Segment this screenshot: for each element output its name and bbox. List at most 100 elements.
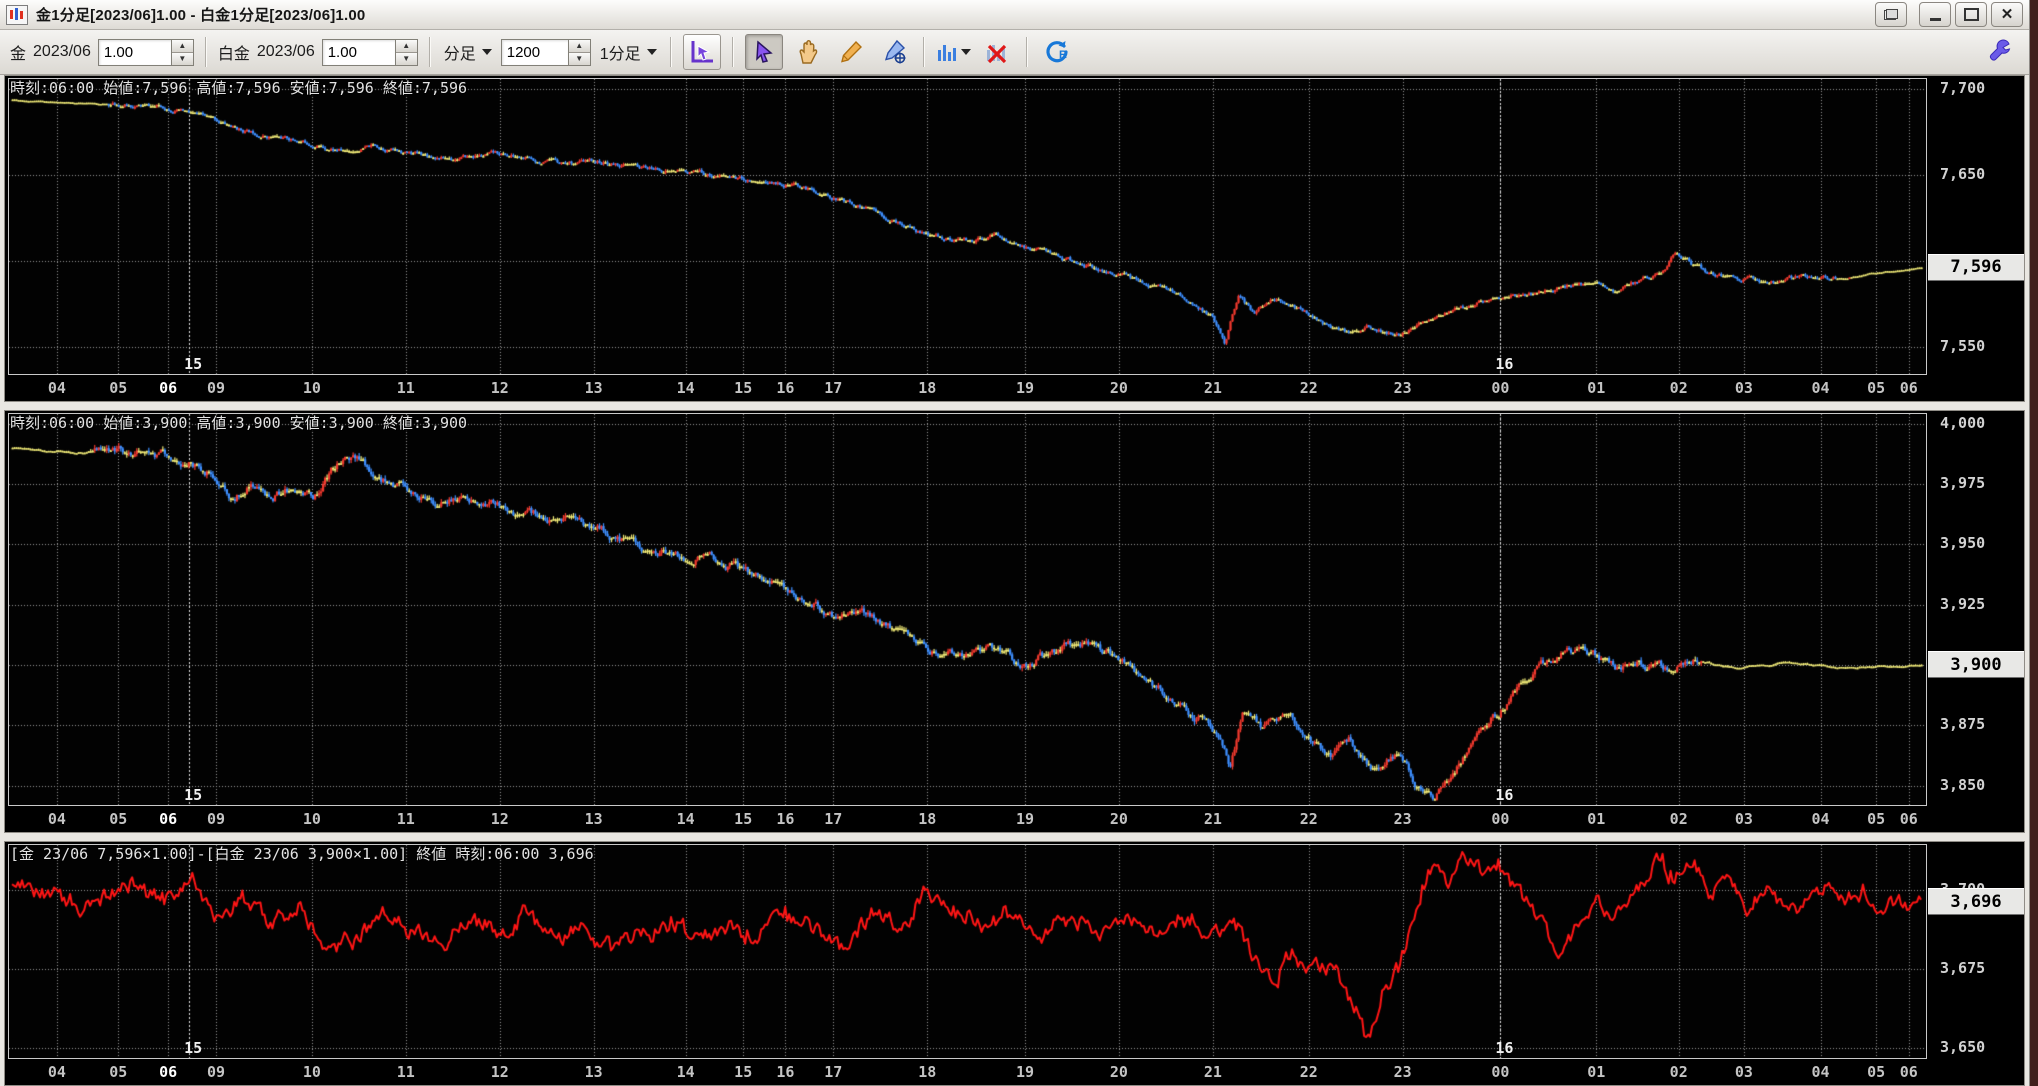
time-tick-label: 00	[1491, 810, 1510, 828]
spin-down-icon[interactable]: ▼	[568, 52, 590, 65]
axis-cursor-tool-button[interactable]	[682, 34, 721, 70]
title-bar[interactable]: 金1分足[2023/06]1.00 - 白金1分足[2023/06]1.00 ✕	[0, 0, 2029, 30]
time-tick-label: 04	[1811, 1063, 1830, 1081]
time-tick-label: 21	[1203, 379, 1222, 397]
pencil-tool-button[interactable]	[833, 35, 869, 69]
time-tick-label: 19	[1015, 810, 1035, 828]
platinum-multiplier-input[interactable]	[321, 38, 395, 66]
gold-last-price-tag: 7,596	[1928, 253, 2024, 281]
time-tick-label: 16	[776, 379, 795, 397]
select-cursor-tool-button[interactable]	[744, 34, 783, 70]
platinum-price-axis: 3,900 4,0003,9753,9503,9253,9003,8753,85…	[1928, 411, 2024, 832]
time-tick-label: 14	[676, 810, 695, 828]
time-tick-label: 02	[1669, 379, 1688, 397]
bar-count-input[interactable]	[500, 38, 568, 66]
time-tick-label: 22	[1299, 1063, 1318, 1081]
new-window-button[interactable]	[1875, 2, 1907, 27]
gold-chart-panel[interactable]: 15 16 時刻:06:00 始値:7,596 高値:7,596 安値:7,596…	[4, 75, 2025, 402]
platinum-plot-area[interactable]: 15 16	[8, 413, 1927, 806]
session-date-label: 16	[1495, 786, 1514, 804]
time-tick-label: 16	[776, 1063, 795, 1081]
time-tick-label: 04	[1811, 810, 1830, 828]
toolbar-separator	[204, 37, 207, 67]
time-tick-label: 09	[207, 1063, 226, 1081]
pen-target-tool-button[interactable]	[876, 35, 912, 69]
maximize-icon	[1963, 8, 1979, 21]
time-tick-label: 10	[302, 810, 321, 828]
spread-time-axis: 04 05 06 09 10 11 12 13 14 15 16 17 18 19 20 21 22 23 00 01…	[8, 1060, 1927, 1085]
spread-plot-area[interactable]: 15 16	[8, 844, 1927, 1059]
time-tick-label: 01	[1587, 810, 1606, 828]
time-tick-label: 11	[396, 810, 415, 828]
close-icon: ✕	[2000, 6, 2014, 23]
session-date-label: 16	[1495, 1039, 1514, 1057]
platinum-last-price-tag: 3,900	[1928, 651, 2024, 678]
time-tick-label: 13	[584, 810, 603, 828]
spread-line-canvas	[9, 845, 1926, 1058]
app-candlestick-icon	[6, 4, 28, 25]
time-tick-label: 16	[776, 810, 795, 828]
toolbar-separator	[922, 37, 925, 67]
toolbar-separator	[1025, 37, 1028, 67]
time-tick-label: 23	[1393, 810, 1412, 828]
chevron-down-icon	[646, 49, 657, 55]
chart-style-dropdown-button[interactable]	[936, 35, 972, 69]
timeframe-dropdown[interactable]: 1分足	[598, 40, 659, 64]
gold-plot-area[interactable]: 15 16	[8, 78, 1927, 375]
time-tick-label: 17	[824, 379, 843, 397]
time-tick-label: 02	[1669, 810, 1688, 828]
gold-ohlc-readout: 時刻:06:00 始値:7,596 高値:7,596 安値:7,596 終値:7…	[10, 79, 468, 97]
time-tick-label: 03	[1734, 379, 1753, 397]
time-tick-label: 00	[1491, 1063, 1510, 1081]
time-tick-label: 23	[1393, 1063, 1412, 1081]
bar-chart-delete-icon	[986, 44, 1006, 64]
time-tick-label: 12	[490, 810, 509, 828]
price-tick-label: 3,875	[1940, 715, 1986, 734]
window-title: 金1分足[2023/06]1.00 - 白金1分足[2023/06]1.00	[36, 7, 366, 24]
toolbar-separator	[428, 37, 431, 67]
time-tick-label: 04	[47, 1063, 66, 1081]
spin-down-icon[interactable]: ▼	[395, 52, 417, 65]
session-date-label: 15	[184, 355, 203, 373]
gold-time-axis: 04 05 06 09 10 11 12 13 14 15 16 17 18 19 20 21 22 23 00 01…	[8, 376, 1927, 401]
session-date-label: 15	[184, 1039, 203, 1057]
time-tick-label: 05	[109, 810, 128, 828]
spread-chart-panel[interactable]: 15 16 [金 23/06 7,596×1.00]-[白金 23/06 3,90…	[4, 841, 2025, 1086]
close-button[interactable]: ✕	[1991, 2, 2023, 27]
wrench-icon	[1989, 39, 2011, 61]
time-tick-label: 05	[1867, 810, 1886, 828]
axis-cursor-icon	[691, 41, 713, 63]
chevron-down-icon	[961, 49, 972, 55]
spin-up-icon[interactable]: ▲	[171, 39, 193, 53]
price-tick-label: 7,550	[1940, 336, 1986, 355]
bar-type-dropdown[interactable]: 分足	[442, 40, 494, 64]
maximize-button[interactable]	[1955, 2, 1987, 27]
clear-indicators-button[interactable]	[979, 35, 1015, 69]
spin-down-icon[interactable]: ▼	[171, 52, 193, 65]
time-tick-label: 04	[47, 379, 66, 397]
platinum-chart-panel[interactable]: 15 16 時刻:06:00 始値:3,900 高値:3,900 安値:3,900…	[4, 410, 2025, 833]
reload-button[interactable]: R	[1039, 35, 1075, 69]
time-tick-label: 19	[1015, 379, 1035, 397]
time-tick-label: 18	[918, 1063, 937, 1081]
platinum-contract-month: 2023/06	[256, 43, 315, 60]
price-tick-label: 7,650	[1940, 165, 1986, 184]
settings-wrench-button[interactable]	[1983, 35, 2019, 69]
pan-hand-tool-button[interactable]	[790, 35, 826, 69]
gold-multiplier-input[interactable]	[97, 38, 171, 66]
svg-text:R: R	[1059, 49, 1067, 61]
price-tick-label: 3,650	[1940, 1038, 1986, 1057]
price-tick-label: 3,950	[1940, 534, 1986, 553]
time-tick-label: 00	[1491, 379, 1510, 397]
time-tick-label: 06	[159, 810, 178, 828]
time-tick-label: 15	[734, 379, 753, 397]
bar-type-label: 分足	[443, 46, 476, 63]
toolbar-separator	[669, 37, 672, 67]
hand-icon	[799, 39, 817, 64]
spin-up-icon[interactable]: ▲	[395, 39, 417, 53]
time-tick-label: 05	[1867, 1063, 1886, 1081]
spin-up-icon[interactable]: ▲	[568, 39, 590, 53]
minimize-button[interactable]	[1919, 2, 1951, 27]
time-tick-label: 19	[1015, 1063, 1035, 1081]
